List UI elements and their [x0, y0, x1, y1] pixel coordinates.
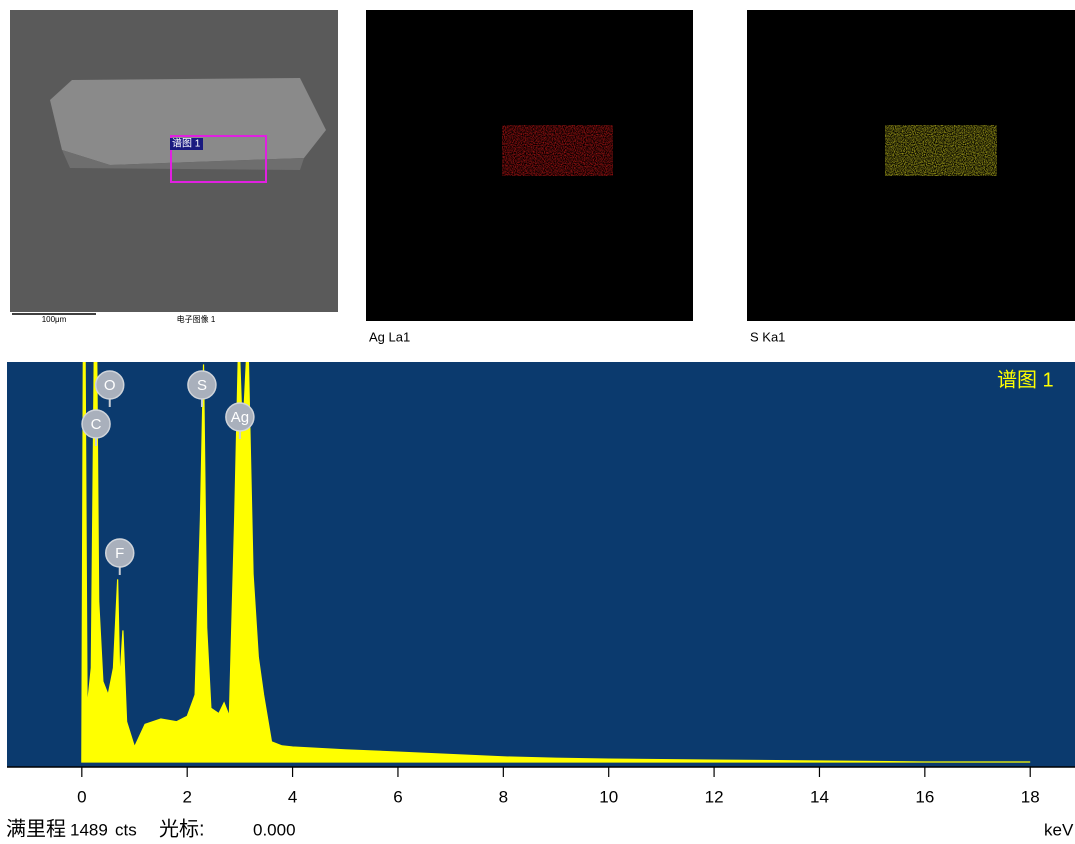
sem-caption: 电子图像 1 [177, 314, 216, 324]
plot-background [7, 362, 1075, 767]
x-axis-ticks: 0 2 4 6 8 10 12 14 16 18 [77, 767, 1040, 806]
peak-label: F [115, 545, 124, 562]
x-tick-label: 18 [1021, 787, 1040, 806]
x-tick-label: 14 [810, 787, 829, 806]
x-tick-label: 12 [705, 787, 724, 806]
x-tick-label: 0 [77, 787, 86, 806]
status-bar: 满里程 1489 cts 光标: 0.000 keV [6, 817, 1074, 840]
map-ag: Ag La1 [366, 10, 693, 344]
map-s: S Ka1 [747, 10, 1075, 344]
peak-label: S [197, 377, 207, 394]
cursor-value: 0.000 [253, 820, 296, 839]
x-tick-label: 6 [393, 787, 402, 806]
map-region [885, 125, 997, 176]
map-region [502, 125, 613, 176]
full-scale-unit: cts [115, 820, 137, 839]
roi-label: 谱图 1 [172, 137, 201, 150]
x-tick-label: 16 [915, 787, 934, 806]
x-tick-label: 8 [499, 787, 508, 806]
peak-label: C [91, 416, 102, 433]
crystal [50, 78, 326, 165]
peak-label: O [104, 377, 116, 394]
cursor-label: 光标: [159, 817, 205, 840]
spectrum-title: 谱图 1 [997, 368, 1054, 391]
full-scale: 1489 [70, 820, 108, 839]
map-label: S Ka1 [750, 329, 785, 344]
figure: 谱图 1 100μm 电子图像 1 Ag La1 S Ka1 O C S Ag F 0 2… [0, 0, 1075, 844]
x-axis-label: keV [1044, 820, 1074, 839]
page: 谱图 1 100μm 电子图像 1 Ag La1 S Ka1 O C S Ag F 0 2… [0, 0, 1075, 844]
peak-label: Ag [231, 409, 249, 426]
status-label: 满里程 [6, 817, 66, 840]
x-tick-label: 4 [288, 787, 297, 806]
x-tick-label: 2 [182, 787, 191, 806]
map-label: Ag La1 [369, 329, 410, 344]
sem-image: 谱图 1 100μm 电子图像 1 [10, 10, 338, 324]
scale-bar-label: 100μm [42, 315, 67, 324]
x-tick-label: 10 [599, 787, 618, 806]
